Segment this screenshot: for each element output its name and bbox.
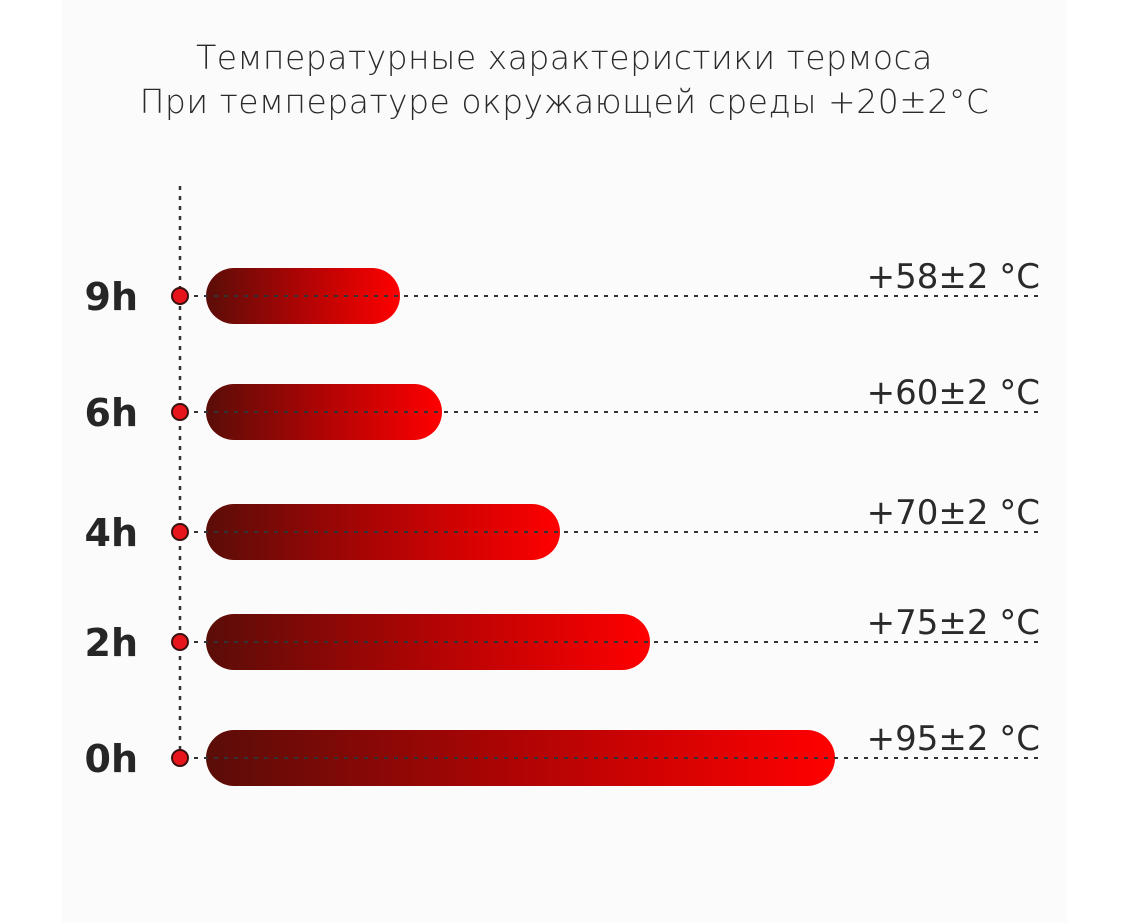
value-label: +58±2 °C: [867, 257, 1040, 297]
marker-dot: [171, 403, 189, 421]
chart-title: Температурные характеристики термоса: [196, 38, 933, 77]
category-label: 0h: [85, 737, 139, 781]
value-label: +70±2 °C: [867, 493, 1040, 533]
bar: [206, 504, 560, 560]
chart-subtitle: При температуре окружающей среды +20±2°C: [139, 82, 990, 121]
marker-dot: [171, 287, 189, 305]
bar: [206, 730, 835, 786]
value-label: +60±2 °C: [867, 373, 1040, 413]
marker-dot: [171, 749, 189, 767]
category-label: 6h: [85, 391, 139, 435]
value-label: +95±2 °C: [867, 719, 1040, 759]
bar: [206, 268, 400, 324]
value-label: +75±2 °C: [867, 603, 1040, 643]
marker-dot: [171, 633, 189, 651]
marker-dot: [171, 523, 189, 541]
category-label: 9h: [85, 275, 139, 319]
category-label: 2h: [85, 621, 139, 665]
category-label: 4h: [85, 511, 139, 555]
